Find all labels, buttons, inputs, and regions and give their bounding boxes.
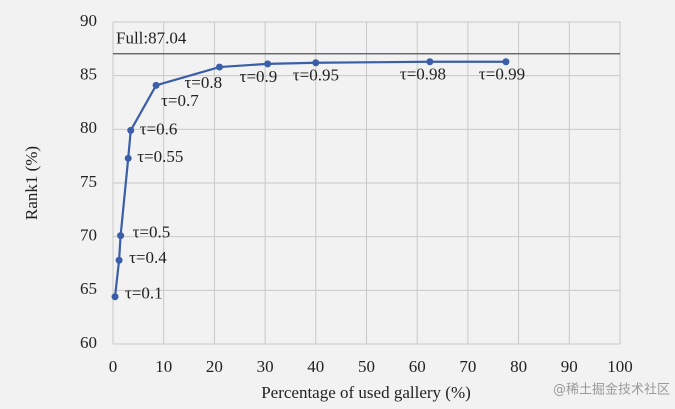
watermark: @稀土掘金技术社区 xyxy=(553,382,670,398)
point-label: τ=0.1 xyxy=(125,284,163,303)
point-label: τ=0.5 xyxy=(133,222,171,241)
x-tick-label: 30 xyxy=(257,357,274,376)
y-tick-label: 70 xyxy=(80,226,97,245)
point-label: τ=0.98 xyxy=(400,65,446,84)
x-tick-label: 100 xyxy=(607,357,633,376)
y-tick-label: 60 xyxy=(80,333,97,352)
point xyxy=(111,293,119,301)
point-label: τ=0.8 xyxy=(184,73,222,92)
point xyxy=(117,232,125,240)
x-tick-label: 80 xyxy=(510,357,527,376)
y-tick-label: 85 xyxy=(80,65,97,84)
y-tick-label: 75 xyxy=(80,172,97,191)
point-label: τ=0.7 xyxy=(161,91,199,110)
x-tick-label: 60 xyxy=(409,357,426,376)
point-label: τ=0.55 xyxy=(137,147,183,166)
point-label: τ=0.95 xyxy=(293,66,339,85)
point xyxy=(215,63,223,71)
point-label: τ=0.6 xyxy=(140,119,178,138)
point xyxy=(502,58,510,66)
x-tick-label: 50 xyxy=(358,357,375,376)
point xyxy=(127,126,135,134)
point xyxy=(124,154,132,162)
x-tick-label: 10 xyxy=(155,357,172,376)
y-tick-label: 80 xyxy=(80,118,97,137)
y-axis-title: Rank1 (%) xyxy=(22,146,41,220)
x-tick-label: 70 xyxy=(459,357,476,376)
point xyxy=(312,59,320,67)
x-tick-label: 90 xyxy=(561,357,578,376)
point xyxy=(115,256,123,264)
x-axis-title: Percentage of used gallery (%) xyxy=(261,383,471,402)
point xyxy=(264,60,272,68)
point xyxy=(152,81,160,89)
x-tick-label: 40 xyxy=(307,357,324,376)
y-tick-label: 65 xyxy=(80,279,97,298)
point-label: τ=0.99 xyxy=(479,65,525,84)
point-label: τ=0.9 xyxy=(240,67,278,86)
y-tick-label: 90 xyxy=(80,11,97,30)
point xyxy=(426,58,434,66)
x-tick-label: 20 xyxy=(206,357,223,376)
reference-label: Full:87.04 xyxy=(116,29,187,48)
point-label: τ=0.4 xyxy=(129,248,167,267)
x-tick-label: 0 xyxy=(109,357,118,376)
